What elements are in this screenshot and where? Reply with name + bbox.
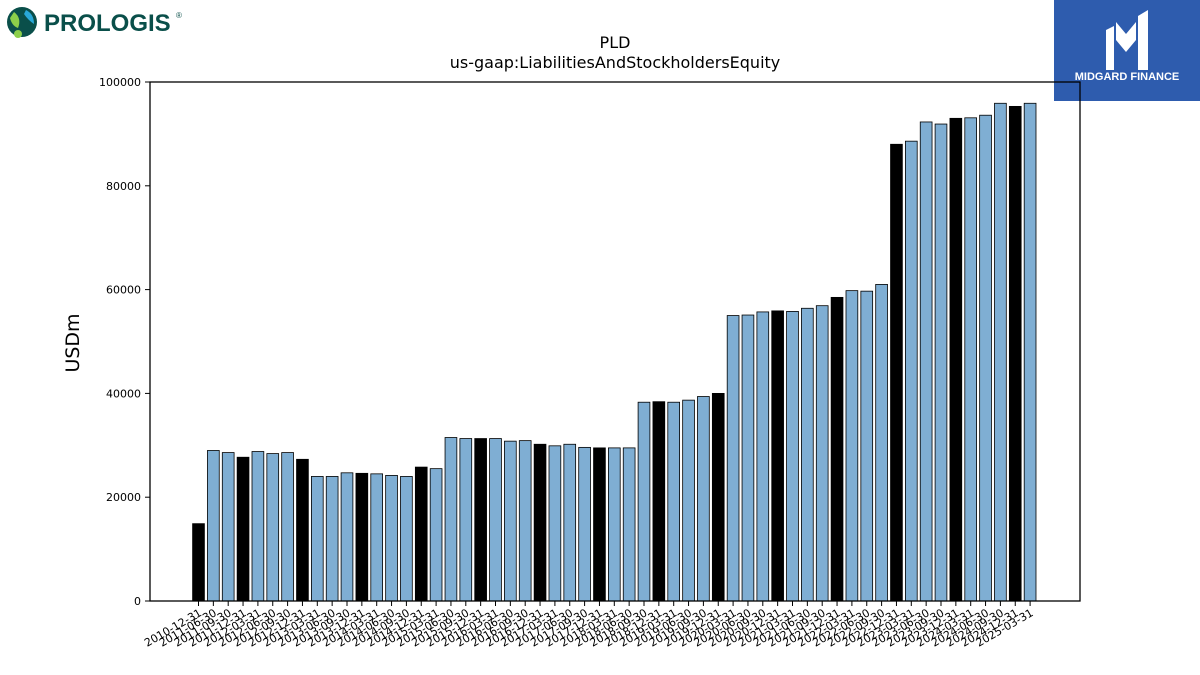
bar-2021-09-30 bbox=[815, 305, 829, 602]
bar-2015-06-30 bbox=[444, 437, 458, 602]
bar-2014-12-31 bbox=[414, 466, 428, 602]
bar-2022-12-31 bbox=[890, 143, 903, 602]
bar-2010-12-31 bbox=[192, 523, 205, 602]
bar-2020-09-30 bbox=[756, 311, 770, 602]
midgard-emblem-icon bbox=[1106, 10, 1148, 70]
bar-2017-09-30 bbox=[578, 446, 591, 602]
bar-2022-03-31 bbox=[845, 290, 859, 602]
bar-2018-06-30 bbox=[622, 447, 636, 602]
bar-2019-12-31 bbox=[711, 392, 725, 602]
bar-2018-09-30 bbox=[637, 401, 651, 602]
bar-2020-12-31 bbox=[771, 310, 784, 602]
bar-2013-06-30 bbox=[325, 476, 339, 602]
bar-2021-06-30 bbox=[801, 307, 814, 602]
y-tick-label: 40000 bbox=[106, 387, 141, 400]
bar-2018-12-31 bbox=[652, 401, 666, 602]
bar-2024-06-30 bbox=[979, 114, 992, 602]
chart-subtitle: us-gaap:LiabilitiesAndStockholdersEquity bbox=[450, 53, 781, 72]
bar-2022-06-30 bbox=[860, 290, 874, 602]
y-tick-label: 100000 bbox=[99, 76, 141, 89]
bar-2023-03-31 bbox=[905, 140, 918, 602]
bar-2017-03-31 bbox=[548, 445, 562, 602]
bar-2016-03-31 bbox=[489, 438, 502, 602]
logo-wordmark: PROLOGIS bbox=[44, 10, 171, 37]
bar-2016-12-31 bbox=[533, 443, 547, 602]
y-tick-label: 20000 bbox=[106, 491, 141, 504]
bar-2014-06-30 bbox=[385, 474, 398, 602]
bar-2015-12-31 bbox=[474, 438, 487, 602]
plot-frame bbox=[149, 81, 1081, 602]
bar-series bbox=[192, 102, 1037, 602]
chart-title: PLD bbox=[600, 33, 631, 52]
bar-2019-03-31 bbox=[667, 401, 680, 602]
bar-2014-03-31 bbox=[370, 473, 383, 602]
bar-2013-09-30 bbox=[340, 472, 354, 602]
bar-2012-03-31 bbox=[251, 451, 265, 602]
y-tick-label: 80000 bbox=[106, 180, 141, 193]
bar-2012-09-30 bbox=[281, 452, 294, 602]
bar-2018-03-31 bbox=[608, 447, 621, 602]
bar-2023-06-30 bbox=[919, 121, 933, 602]
bar-2024-09-30 bbox=[994, 102, 1007, 602]
bar-2019-06-30 bbox=[682, 399, 695, 602]
bar-2013-12-31 bbox=[355, 472, 369, 602]
y-axis-label: USDm bbox=[62, 313, 84, 372]
bar-2013-03-31 bbox=[310, 476, 324, 602]
bar-2020-03-31 bbox=[726, 315, 740, 602]
y-tick-label: 0 bbox=[134, 595, 141, 608]
bar-2012-06-30 bbox=[266, 453, 280, 602]
bar-2022-09-30 bbox=[875, 284, 888, 602]
bar-2023-09-30 bbox=[934, 123, 948, 602]
bar-2016-09-30 bbox=[518, 440, 532, 602]
bar-2016-06-30 bbox=[504, 440, 517, 602]
bar-2017-12-31 bbox=[593, 447, 606, 602]
bar-2015-09-30 bbox=[459, 438, 473, 602]
y-tick-label: 60000 bbox=[106, 284, 141, 297]
bar-2024-12-31 bbox=[1008, 105, 1022, 602]
bar-2017-06-30 bbox=[563, 443, 577, 602]
logo-registered-mark: ® bbox=[176, 11, 182, 20]
midgard-wordmark: MIDGARD FINANCE bbox=[1075, 71, 1180, 83]
bar-2011-12-31 bbox=[236, 456, 250, 602]
x-axis: 2010-12-312011-06-302011-09-302011-12-31… bbox=[142, 601, 1036, 650]
bar-2014-09-30 bbox=[400, 476, 413, 602]
bar-2021-03-31 bbox=[786, 310, 799, 602]
bar-2019-09-30 bbox=[697, 396, 710, 602]
bar-2025-03-31 bbox=[1023, 102, 1037, 602]
bar-2024-03-31 bbox=[964, 117, 977, 602]
bar-2020-06-30 bbox=[741, 314, 755, 602]
bar-2011-09-30 bbox=[221, 452, 235, 602]
bar-2023-12-31 bbox=[949, 117, 963, 602]
y-axis: 0 20000 40000 60000 80000 100000 bbox=[99, 76, 150, 608]
bar-2011-06-30 bbox=[207, 450, 220, 602]
bar-2012-12-31 bbox=[296, 458, 309, 602]
midgard-finance-logo: MIDGARD FINANCE bbox=[1054, 0, 1200, 101]
bar-2021-12-31 bbox=[830, 296, 844, 602]
prologis-logo: PROLOGIS ® bbox=[7, 7, 182, 38]
bar-2015-03-31 bbox=[429, 468, 443, 602]
